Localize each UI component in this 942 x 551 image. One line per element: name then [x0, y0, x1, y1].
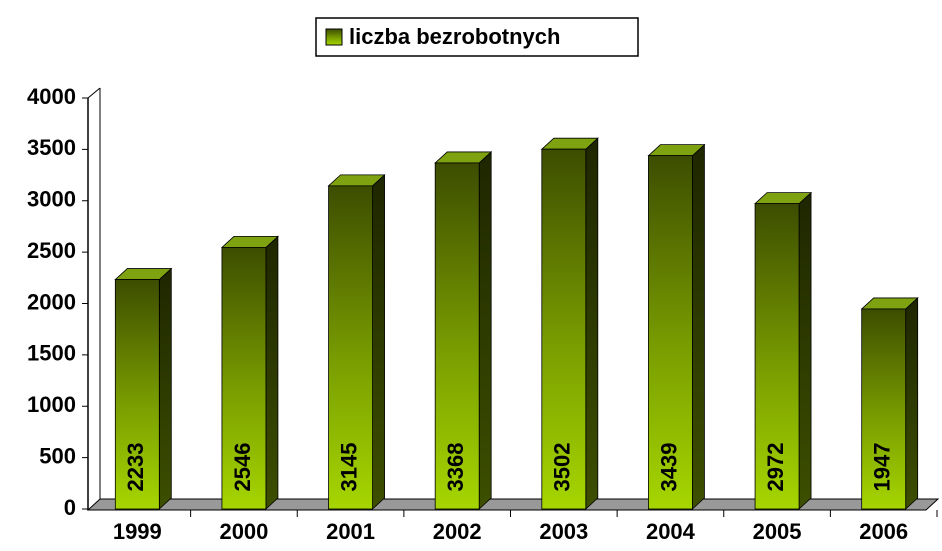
bar-side [158, 267, 172, 510]
y-tick-label: 0 [64, 495, 76, 520]
bar-side [478, 151, 492, 510]
bar [754, 203, 800, 510]
x-tick-label: 2003 [539, 519, 588, 544]
value-label: 2546 [230, 443, 255, 492]
bar [434, 162, 480, 510]
bar-side [372, 173, 385, 510]
y-tick-label: 1500 [27, 341, 76, 366]
y-tick-label: 1000 [27, 392, 76, 417]
bar-side [905, 297, 919, 510]
value-label: 3502 [550, 443, 575, 492]
value-label: 1947 [870, 443, 895, 492]
bar-side [265, 235, 279, 510]
legend-box [315, 17, 639, 57]
floor [86, 498, 940, 511]
x-tick-label: 2005 [753, 519, 802, 544]
value-label: 2233 [123, 443, 148, 492]
y-tick-label: 4000 [27, 84, 76, 109]
legend-label: liczba bezrobotnych [349, 24, 560, 49]
bar [541, 148, 587, 510]
value-label: 2972 [763, 443, 788, 492]
y-tick-label: 2000 [27, 289, 76, 314]
axis-corner [87, 87, 101, 99]
legend-swatch [325, 28, 343, 46]
x-tick-label: 2004 [646, 519, 696, 544]
x-tick-label: 1999 [113, 519, 162, 544]
bar-side [798, 191, 812, 510]
value-label: 3439 [656, 443, 681, 492]
bar-side [692, 143, 705, 510]
bar-side [585, 137, 599, 510]
bar [328, 185, 373, 510]
bar [221, 246, 267, 510]
y-tick-label: 2500 [27, 238, 76, 263]
value-label: 3368 [443, 443, 468, 492]
bar [648, 155, 693, 510]
x-tick-label: 2006 [859, 519, 908, 544]
x-tick-label: 2000 [219, 519, 268, 544]
y-tick-label: 500 [39, 443, 76, 468]
y-tick-label: 3500 [27, 135, 76, 160]
bar [861, 308, 907, 510]
bar [114, 279, 160, 510]
value-label: 3145 [336, 443, 361, 492]
y-tick-label: 3000 [27, 187, 76, 212]
x-tick-label: 2001 [326, 519, 375, 544]
x-tick-label: 2002 [433, 519, 482, 544]
